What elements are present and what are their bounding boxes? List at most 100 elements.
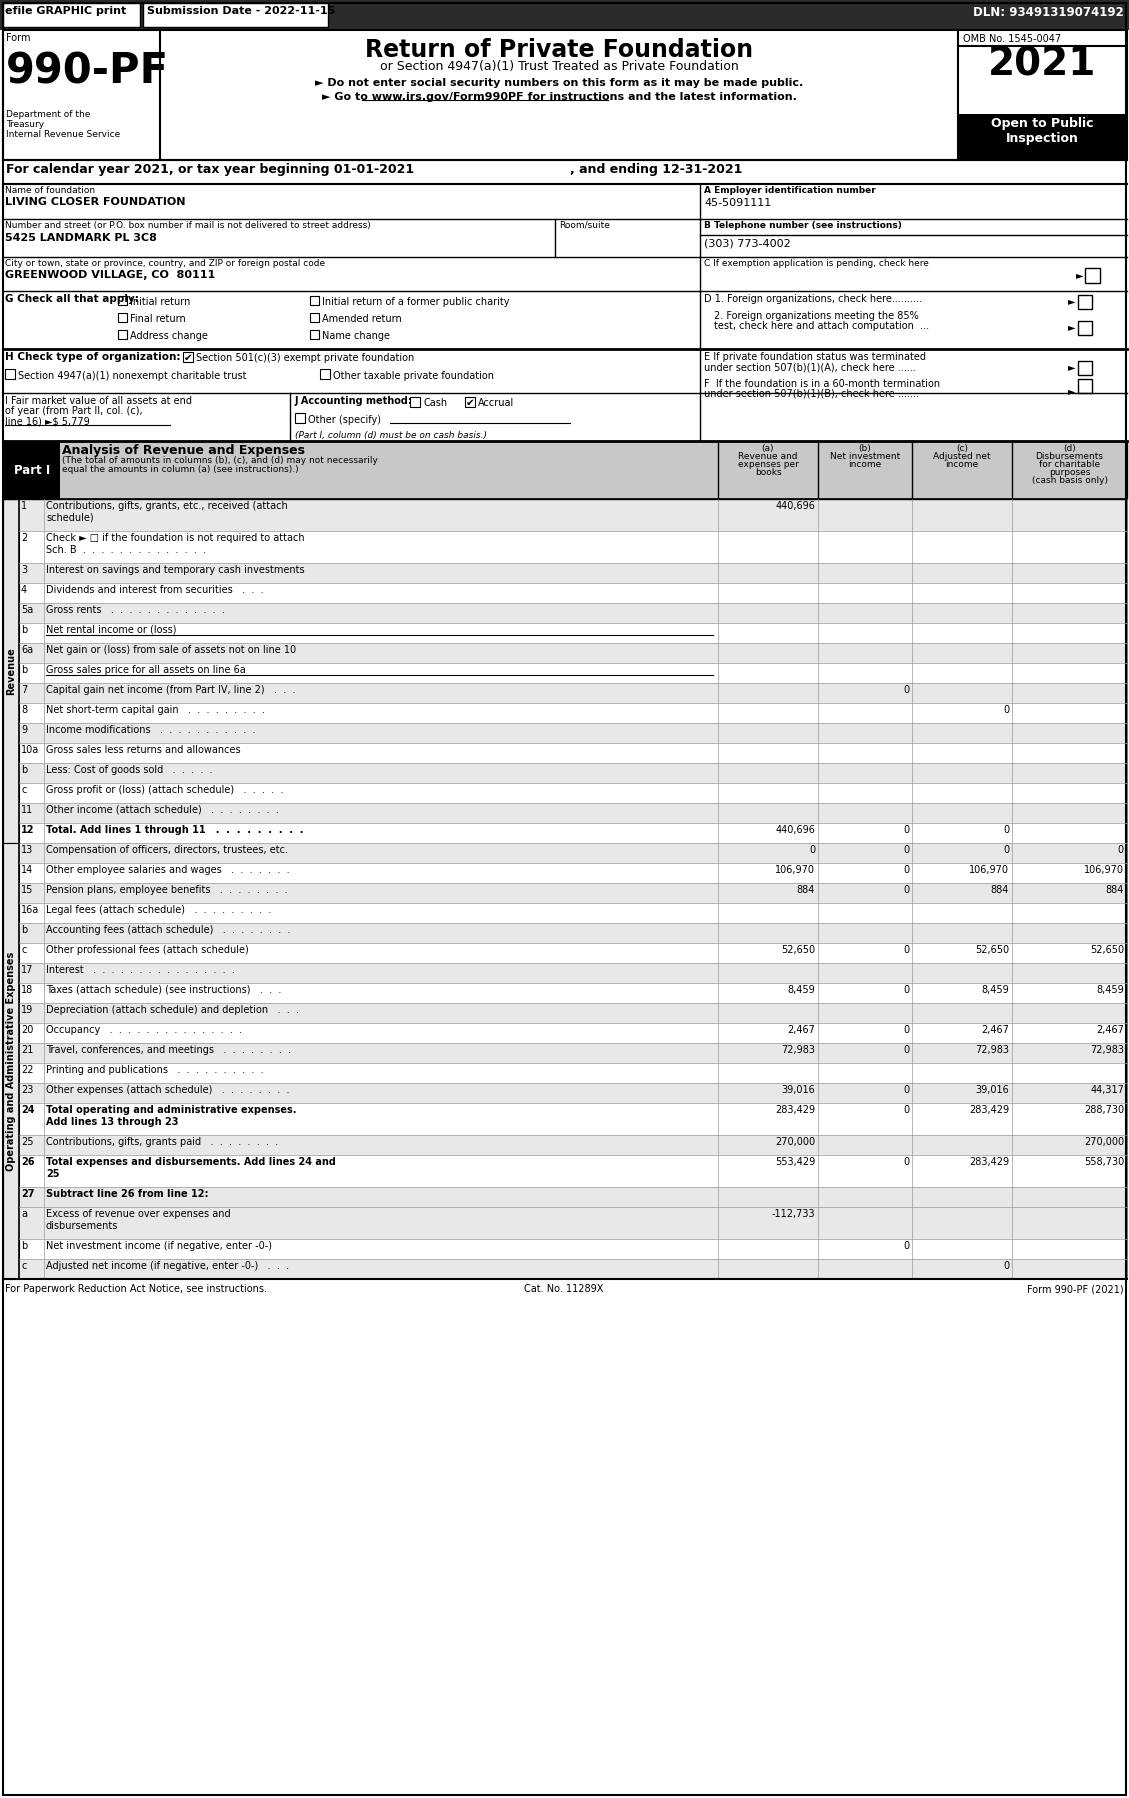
Text: Part I: Part I xyxy=(14,464,50,476)
Text: 2. Foreign organizations meeting the 85%: 2. Foreign organizations meeting the 85% xyxy=(714,311,919,322)
Text: 39,016: 39,016 xyxy=(975,1084,1009,1095)
Bar xyxy=(3,500,19,843)
Text: 990-PF: 990-PF xyxy=(6,50,169,92)
Text: Total expenses and disbursements. Add lines 24 and
25: Total expenses and disbursements. Add li… xyxy=(46,1156,335,1179)
Text: Submission Date - 2022-11-15: Submission Date - 2022-11-15 xyxy=(147,5,335,16)
Text: 72,983: 72,983 xyxy=(781,1045,815,1055)
Text: Income modifications   .  .  .  .  .  .  .  .  .  .  .: Income modifications . . . . . . . . . .… xyxy=(46,725,255,735)
Text: b: b xyxy=(21,665,27,674)
Text: 440,696: 440,696 xyxy=(776,502,815,511)
Text: 558,730: 558,730 xyxy=(1084,1156,1124,1167)
Text: Subtract line 26 from line 12:: Subtract line 26 from line 12: xyxy=(46,1188,209,1199)
Bar xyxy=(410,397,420,406)
Text: ►: ► xyxy=(1068,297,1075,306)
Bar xyxy=(3,441,1127,500)
Text: City or town, state or province, country, and ZIP or foreign postal code: City or town, state or province, country… xyxy=(5,259,325,268)
Text: C If exemption application is pending, check here: C If exemption application is pending, c… xyxy=(704,259,929,268)
Text: 23: 23 xyxy=(21,1084,34,1095)
Bar xyxy=(465,397,475,406)
Text: 18: 18 xyxy=(21,985,33,994)
Text: 39,016: 39,016 xyxy=(781,1084,815,1095)
Text: b: b xyxy=(21,924,27,935)
Text: Department of the: Department of the xyxy=(6,110,90,119)
Text: D 1. Foreign organizations, check here..........: D 1. Foreign organizations, check here..… xyxy=(704,295,922,304)
Text: Net investment: Net investment xyxy=(830,451,900,460)
Text: 13: 13 xyxy=(21,845,33,856)
Text: H Check type of organization:: H Check type of organization: xyxy=(5,352,181,361)
Bar xyxy=(19,804,1127,823)
Text: books: books xyxy=(754,467,781,476)
Text: b: b xyxy=(21,764,27,775)
Text: expenses per: expenses per xyxy=(737,460,798,469)
Text: OMB No. 1545-0047: OMB No. 1545-0047 xyxy=(963,34,1061,43)
Text: 25: 25 xyxy=(21,1136,34,1147)
Text: for charitable: for charitable xyxy=(1039,460,1100,469)
Text: J Accounting method:: J Accounting method: xyxy=(295,396,413,406)
Text: 17: 17 xyxy=(21,966,34,975)
Text: 2,467: 2,467 xyxy=(1096,1025,1124,1036)
Bar xyxy=(3,843,19,1278)
Text: 21: 21 xyxy=(21,1045,34,1055)
Text: -112,733: -112,733 xyxy=(771,1208,815,1219)
Bar xyxy=(295,414,305,423)
Text: Travel, conferences, and meetings   .  .  .  .  .  .  .  .: Travel, conferences, and meetings . . . … xyxy=(46,1045,291,1055)
Text: Form: Form xyxy=(6,32,30,43)
Text: Contributions, gifts, grants paid   .  .  .  .  .  .  .  .: Contributions, gifts, grants paid . . . … xyxy=(46,1136,278,1147)
Bar xyxy=(19,964,1127,984)
Text: ►: ► xyxy=(1076,270,1083,280)
Text: 20: 20 xyxy=(21,1025,34,1036)
Text: 52,650: 52,650 xyxy=(974,946,1009,955)
Text: (303) 773-4002: (303) 773-4002 xyxy=(704,239,790,248)
Text: a: a xyxy=(21,1208,27,1219)
Bar xyxy=(119,331,126,340)
Text: Return of Private Foundation: Return of Private Foundation xyxy=(365,38,753,61)
Bar xyxy=(320,369,330,379)
Text: Net short-term capital gain   .  .  .  .  .  .  .  .  .: Net short-term capital gain . . . . . . … xyxy=(46,705,265,716)
Text: B Telephone number (see instructions): B Telephone number (see instructions) xyxy=(704,221,902,230)
Text: efile GRAPHIC print: efile GRAPHIC print xyxy=(5,5,126,16)
Text: ✔: ✔ xyxy=(466,397,475,408)
Text: 8: 8 xyxy=(21,705,27,716)
Text: 4: 4 xyxy=(21,584,27,595)
Text: Printing and publications   .  .  .  .  .  .  .  .  .  .: Printing and publications . . . . . . . … xyxy=(46,1064,264,1075)
Bar xyxy=(143,4,329,27)
Text: 106,970: 106,970 xyxy=(969,865,1009,876)
Text: (a): (a) xyxy=(762,444,774,453)
Text: 270,000: 270,000 xyxy=(1084,1136,1124,1147)
Text: Contributions, gifts, grants, etc., received (attach
schedule): Contributions, gifts, grants, etc., rece… xyxy=(46,502,288,523)
Text: 0: 0 xyxy=(903,885,909,895)
Text: For Paperwork Reduction Act Notice, see instructions.: For Paperwork Reduction Act Notice, see … xyxy=(5,1284,266,1295)
Text: c: c xyxy=(21,1260,26,1271)
Text: Accrual: Accrual xyxy=(478,397,514,408)
Text: Initial return: Initial return xyxy=(130,297,191,307)
Text: Total operating and administrative expenses.
Add lines 13 through 23: Total operating and administrative expen… xyxy=(46,1106,297,1127)
Text: 0: 0 xyxy=(903,1045,909,1055)
Text: (d): (d) xyxy=(1064,444,1076,453)
Text: Analysis of Revenue and Expenses: Analysis of Revenue and Expenses xyxy=(62,444,305,457)
Text: Pension plans, employee benefits   .  .  .  .  .  .  .  .: Pension plans, employee benefits . . . .… xyxy=(46,885,288,895)
Text: DLN: 93491319074192: DLN: 93491319074192 xyxy=(973,5,1124,20)
Text: ► Do not enter social security numbers on this form as it may be made public.: ► Do not enter social security numbers o… xyxy=(315,77,803,88)
Bar xyxy=(1078,322,1092,334)
Bar xyxy=(19,644,1127,663)
Text: 8,459: 8,459 xyxy=(981,985,1009,994)
Text: 27: 27 xyxy=(21,1188,35,1199)
Text: Occupancy   .  .  .  .  .  .  .  .  .  .  .  .  .  .  .: Occupancy . . . . . . . . . . . . . . . xyxy=(46,1025,242,1036)
Bar xyxy=(19,762,1127,782)
Text: F  If the foundation is in a 60-month termination: F If the foundation is in a 60-month ter… xyxy=(704,379,940,388)
Bar xyxy=(3,31,1127,160)
Bar xyxy=(19,1135,1127,1154)
Text: GREENWOOD VILLAGE, CO  80111: GREENWOOD VILLAGE, CO 80111 xyxy=(5,270,216,280)
Text: (cash basis only): (cash basis only) xyxy=(1032,476,1108,485)
Text: 0: 0 xyxy=(903,685,909,696)
Text: 45-5091111: 45-5091111 xyxy=(704,198,771,209)
Text: 19: 19 xyxy=(21,1005,33,1016)
Text: 1: 1 xyxy=(21,502,27,511)
Text: 10a: 10a xyxy=(21,744,40,755)
Text: under section 507(b)(1)(A), check here ......: under section 507(b)(1)(A), check here .… xyxy=(704,361,916,372)
Text: Cash: Cash xyxy=(423,397,447,408)
Bar xyxy=(310,331,320,340)
Text: 0: 0 xyxy=(903,1106,909,1115)
Text: 3: 3 xyxy=(21,565,27,575)
Text: c: c xyxy=(21,946,26,955)
